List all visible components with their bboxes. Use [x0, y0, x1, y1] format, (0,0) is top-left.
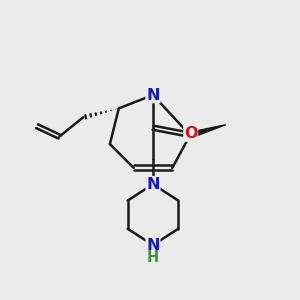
Text: N: N: [146, 88, 160, 103]
Polygon shape: [189, 125, 226, 138]
Text: N: N: [146, 238, 160, 253]
Text: N: N: [146, 177, 160, 192]
Text: H: H: [147, 250, 159, 265]
Text: O: O: [184, 126, 197, 141]
